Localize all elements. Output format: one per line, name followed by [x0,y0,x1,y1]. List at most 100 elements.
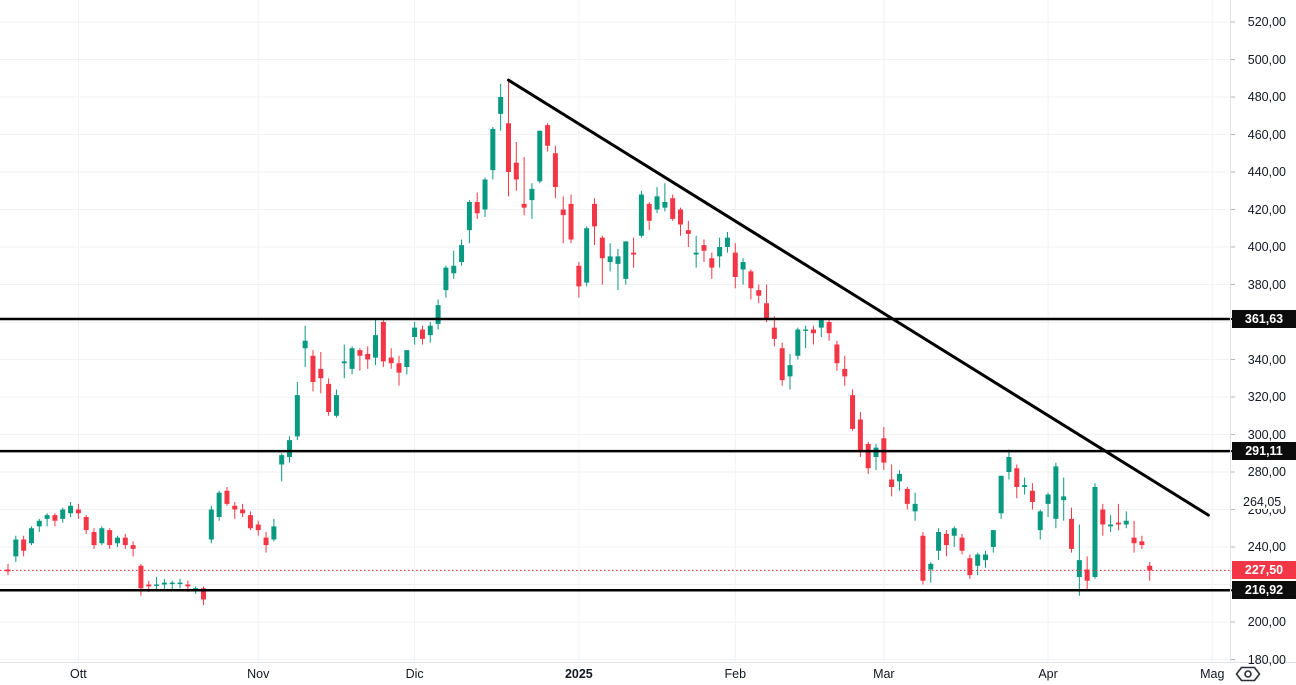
candle-body [1022,485,1028,487]
level-price-badge: 291,11 [1232,442,1296,461]
candle-body [896,473,902,482]
candle-body [631,252,637,255]
floating-price-label: 264,05 [1240,494,1285,509]
candle-body [107,530,113,546]
price-tick-label: 460,00 [1247,127,1286,142]
candle-body [724,237,730,247]
price-tick-label: 300,00 [1247,427,1286,442]
candle-body [75,509,81,514]
time-tick-label: Apr [1038,667,1058,681]
candle-body [21,539,27,551]
candle-body [263,537,269,546]
candle-body [498,97,504,114]
candle-body [537,130,543,182]
candle-body [247,515,253,529]
candle-body [201,588,206,600]
candle-body [138,565,144,589]
candle-body [99,528,105,544]
candle-body [490,128,496,171]
time-tick-label: 2025 [564,667,593,681]
candle-body [1139,541,1145,546]
price-tick-label: 200,00 [1247,615,1286,629]
candle-body [1037,511,1043,531]
price-tick-label: 400,00 [1247,240,1286,254]
candle-body [513,162,519,180]
candle-body [287,440,293,457]
candle-body [983,554,988,561]
candle-body [795,329,801,356]
candle-body [568,203,574,240]
candle-body [764,303,770,319]
candle-body [114,537,120,544]
candle-body [818,320,824,328]
candle-body [560,209,566,216]
time-tick-label: Mag [1200,667,1225,681]
candle-body [717,247,723,257]
candle-body [943,533,949,546]
candle-body [552,153,558,187]
price-tick-label: 420,00 [1247,202,1286,217]
candle-body [904,488,910,504]
candle-body [928,563,934,570]
candle-body [1123,520,1129,525]
time-tick-label: Feb [724,667,747,681]
candle-body [654,196,660,210]
time-tick-label: Ott [70,667,87,681]
candle-body [1147,565,1153,571]
candle-body [576,265,582,287]
time-tick-label: Nov [247,667,270,681]
candle-body [435,305,441,324]
candle-body [232,505,238,510]
candle-body [732,252,738,277]
candle-body [44,515,50,519]
candle-body [592,203,597,227]
price-tick-label: 340,00 [1247,352,1286,367]
candle-body [279,455,285,465]
candle-body [889,479,895,487]
price-tick-label: 180,00 [1247,652,1286,667]
level-price-badge: 361,63 [1232,309,1296,328]
candle-body [709,258,715,268]
hexagon-eye-icon[interactable] [1234,664,1262,684]
candle-body [1108,524,1114,527]
candle-body [451,265,457,274]
current-price-badge: 227,50 [1232,561,1296,580]
descending-trendline[interactable] [506,78,1210,517]
candle-body [857,419,863,452]
candle-body [357,350,363,356]
candle-body [678,209,684,225]
candle-body [529,188,535,201]
candle-body [521,203,527,208]
candle-body [380,322,386,362]
candle-body [1069,518,1075,549]
candle-body [36,520,42,527]
candle-body [599,237,605,259]
price-tick-label: 280,00 [1247,465,1286,479]
candle-body [161,582,167,585]
price-tick-label: 480,00 [1247,90,1286,104]
candle-body [951,528,957,536]
price-tick-label: 320,00 [1247,390,1286,404]
candle-body [326,383,332,412]
candle-body [177,582,183,585]
candle-body [1029,490,1035,502]
candle-body [412,327,418,337]
price-tick-label: 380,00 [1247,277,1286,292]
candle-body [959,537,965,551]
price-tick-label: 240,00 [1247,540,1286,554]
candle-body [1061,496,1067,501]
candle-body [787,365,793,377]
candle-body [748,271,754,289]
candle-body [146,584,152,587]
candle-body [474,202,480,214]
candle-body [967,558,973,576]
candle-body [505,123,511,172]
candle-body [466,202,472,231]
candle-body [623,241,629,279]
candle-body [646,203,652,221]
candle-body [443,267,449,291]
candle-body [1006,457,1012,472]
candle-body [169,582,175,585]
